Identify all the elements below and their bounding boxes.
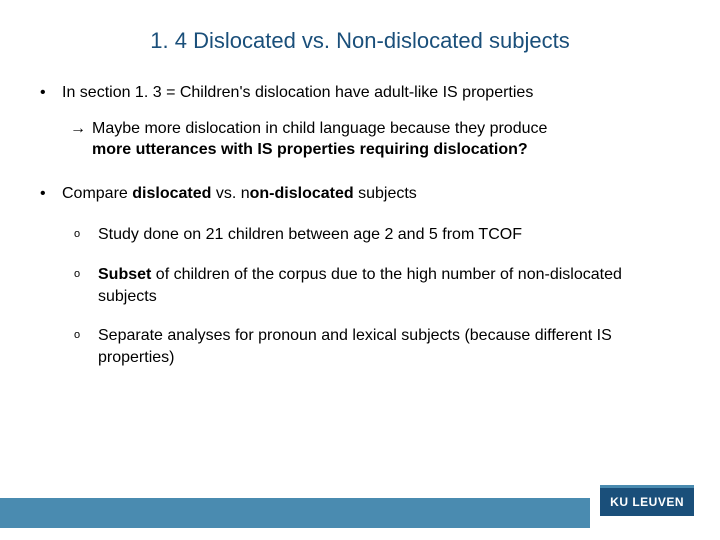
university-logo: KU LEUVEN: [600, 485, 694, 516]
circle-bullet-icon: o: [74, 325, 98, 368]
circle-subitem: o Separate analyses for pronoun and lexi…: [74, 325, 680, 368]
circle-text: Subset of children of the corpus due to …: [98, 264, 680, 307]
arrow-right-icon: →: [70, 118, 92, 161]
bullet-item: • In section 1. 3 = Children's dislocati…: [40, 82, 680, 104]
circle-text: Separate analyses for pronoun and lexica…: [98, 325, 680, 368]
circle-text: Study done on 21 children between age 2 …: [98, 224, 680, 246]
footer-accent-bar: [0, 498, 590, 528]
bullet-text: Compare dislocated vs. non-dislocated su…: [62, 183, 680, 205]
arrow-line-2: more utterances with IS properties requi…: [92, 141, 528, 158]
slide: 1. 4 Dislocated vs. Non-dislocated subje…: [0, 0, 720, 540]
circle-subitem: o Subset of children of the corpus due t…: [74, 264, 680, 307]
circle-bullet-icon: o: [74, 224, 98, 246]
arrow-text: Maybe more dislocation in child language…: [92, 118, 680, 161]
bullet-text: In section 1. 3 = Children's dislocation…: [62, 82, 680, 104]
arrow-subitem: → Maybe more dislocation in child langua…: [70, 118, 680, 161]
bullet-item: • Compare dislocated vs. non-dislocated …: [40, 183, 680, 205]
circle-subitem: o Study done on 21 children between age …: [74, 224, 680, 246]
slide-content: • In section 1. 3 = Children's dislocati…: [40, 82, 680, 368]
bullet-dot-icon: •: [40, 82, 62, 104]
bullet-dot-icon: •: [40, 183, 62, 205]
arrow-line-1: Maybe more dislocation in child language…: [92, 120, 547, 137]
slide-title: 1. 4 Dislocated vs. Non-dislocated subje…: [80, 28, 640, 54]
circle-bullet-icon: o: [74, 264, 98, 307]
